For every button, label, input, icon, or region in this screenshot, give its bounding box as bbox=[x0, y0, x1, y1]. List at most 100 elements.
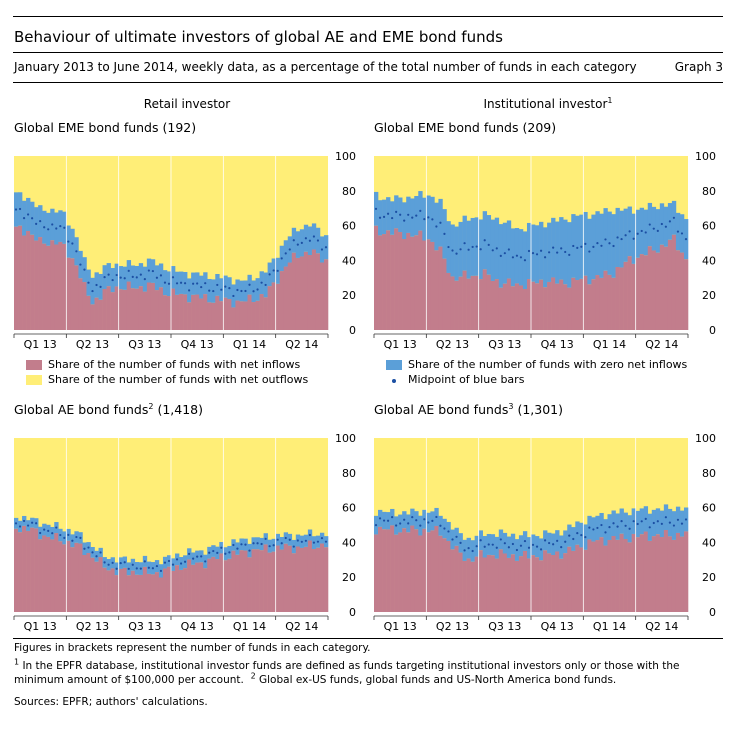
inflow-bar bbox=[74, 265, 79, 330]
y-tick-label: 100 bbox=[695, 150, 716, 163]
midpoint-marker bbox=[539, 548, 543, 551]
inflow-bar bbox=[683, 531, 689, 612]
inflow-bar bbox=[283, 266, 289, 330]
y-tick-label: 60 bbox=[342, 220, 356, 233]
y-tick-label: 0 bbox=[709, 606, 716, 619]
inflow-bar bbox=[579, 547, 584, 612]
midpoint-marker bbox=[604, 531, 607, 534]
midpoint-marker bbox=[652, 521, 655, 525]
inflow-bar bbox=[134, 574, 140, 612]
midpoint-marker bbox=[75, 535, 78, 539]
inflow-bar bbox=[539, 279, 544, 330]
inflow-bar bbox=[235, 554, 240, 612]
inflow-bar bbox=[559, 279, 564, 330]
midpoint-marker bbox=[656, 520, 659, 523]
midpoint-marker bbox=[628, 527, 631, 530]
inflow-bar bbox=[583, 275, 588, 330]
midpoint-marker bbox=[22, 217, 26, 220]
inflow-bar bbox=[486, 274, 492, 330]
midpoint-marker bbox=[232, 543, 235, 547]
x-tick-label: Q2 14 bbox=[285, 338, 318, 351]
midpoint-marker bbox=[676, 518, 680, 521]
midpoint-marker bbox=[556, 251, 559, 254]
inflow-bar bbox=[187, 302, 192, 330]
midpoint-marker bbox=[419, 209, 422, 212]
midpoint-marker bbox=[479, 248, 482, 251]
midpoint-marker bbox=[200, 285, 203, 289]
inflow-bar bbox=[442, 538, 447, 612]
inflow-bar bbox=[514, 560, 520, 612]
midpoint-marker bbox=[67, 533, 70, 536]
midpoint-marker bbox=[236, 288, 239, 292]
inflow-bar bbox=[382, 529, 387, 612]
midpoint-marker bbox=[487, 543, 490, 546]
inflow-bar bbox=[106, 286, 111, 330]
inflow-bar bbox=[563, 284, 568, 330]
inflow-bar bbox=[66, 257, 71, 330]
inflow-bar bbox=[615, 266, 620, 330]
inflow-bar bbox=[235, 300, 240, 330]
midpoint-marker bbox=[240, 543, 243, 546]
x-tick-label: Q4 13 bbox=[541, 620, 574, 633]
midpoint-marker bbox=[443, 527, 446, 530]
midpoint-marker bbox=[192, 557, 195, 560]
chart-retail-ae: Q1 13 Q2 13 Q3 13 Q4 13 Q1 14 Q2 14 0 20 40 60 80 1… bbox=[13, 420, 356, 633]
inflow-bar bbox=[150, 282, 156, 330]
midpoint-marker bbox=[395, 210, 398, 213]
midpoint-marker bbox=[407, 213, 410, 216]
midpoint-marker bbox=[31, 521, 34, 524]
midpoint-marker bbox=[155, 276, 159, 279]
midpoint-marker bbox=[628, 230, 631, 233]
legend-inflow: Share of the number of funds with net in… bbox=[26, 358, 300, 371]
midpoint-marker bbox=[391, 216, 394, 220]
inflow-bar bbox=[70, 547, 75, 612]
inflow-bar bbox=[263, 544, 268, 612]
midpoint-marker bbox=[467, 547, 470, 550]
midpoint-marker bbox=[143, 278, 146, 281]
inflow-bar bbox=[215, 295, 220, 330]
inflow-bar bbox=[434, 250, 439, 330]
inflow-bar bbox=[603, 270, 608, 330]
midpoint-marker bbox=[147, 566, 150, 569]
inflow-bar bbox=[446, 540, 451, 612]
inflow-bar bbox=[106, 570, 111, 612]
midpoint-marker bbox=[212, 549, 215, 553]
y-tick-label: 100 bbox=[335, 150, 356, 163]
inflow-bar bbox=[62, 243, 67, 330]
midpoint-marker bbox=[14, 522, 18, 525]
inflow-bar bbox=[130, 288, 136, 330]
midpoint-marker bbox=[668, 521, 671, 524]
midpoint-marker bbox=[491, 249, 494, 252]
inflow-bar bbox=[426, 532, 431, 612]
inflow-bar bbox=[271, 282, 276, 330]
midpoint-marker bbox=[648, 526, 651, 529]
inflow-bar bbox=[195, 562, 200, 612]
inflow-bar bbox=[651, 536, 657, 612]
midpoint-marker bbox=[463, 242, 466, 245]
midpoint-marker bbox=[548, 541, 551, 545]
inflow-bar bbox=[559, 558, 564, 612]
inflow-bar bbox=[418, 230, 423, 330]
inflow-bar bbox=[183, 568, 188, 612]
midpoint-marker bbox=[539, 249, 543, 252]
inflow-bar bbox=[110, 568, 115, 612]
midpoint-marker bbox=[386, 212, 390, 215]
midpoint-marker bbox=[652, 227, 655, 230]
inflow-bar bbox=[591, 279, 596, 330]
midpoint-marker bbox=[523, 259, 527, 262]
midpoint-marker bbox=[620, 237, 623, 241]
midpoint-marker bbox=[252, 290, 255, 293]
midpoint-marker bbox=[568, 253, 571, 256]
midpoint-marker bbox=[183, 282, 187, 285]
inflow-bar bbox=[611, 536, 616, 612]
midpoint-marker bbox=[664, 225, 667, 228]
inflow-bar bbox=[243, 550, 248, 612]
midpoint-marker bbox=[107, 273, 110, 276]
inflow-bar bbox=[490, 280, 496, 330]
inflow-bar bbox=[291, 252, 297, 330]
inflow-bar bbox=[207, 558, 212, 612]
midpoint-marker bbox=[300, 540, 303, 543]
y-tick-label: 80 bbox=[702, 185, 716, 198]
midpoint-marker bbox=[391, 516, 394, 519]
inflow-bar bbox=[587, 284, 592, 330]
